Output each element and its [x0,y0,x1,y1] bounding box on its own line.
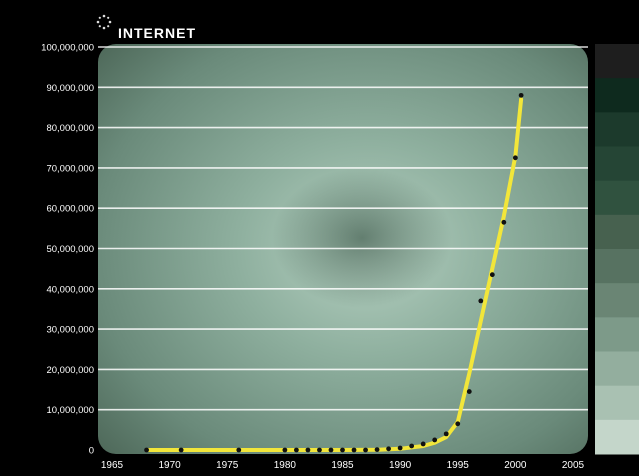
x-tick-label: 1970 [159,460,182,471]
y-tick-label: 40,000,000 [46,284,94,295]
colorbar-swatch [595,112,639,147]
y-tick-label: 10,000,000 [46,405,94,416]
y-tick-label: 90,000,000 [46,83,94,94]
colorbar-swatch [595,283,639,318]
data-point [397,445,403,451]
data-point [386,446,391,452]
y-tick-label: 20,000,000 [46,365,94,376]
y-tick-label: 30,000,000 [46,325,94,336]
colorbar-swatch [595,146,639,182]
y-tick-label: 100,000,000 [41,43,94,54]
data-point [518,92,524,98]
y-tick-label: 0 [89,446,94,457]
colorbar-swatch [595,419,639,455]
data-point [501,219,507,225]
data-point [340,447,345,453]
data-point [432,437,438,443]
data-point [144,447,149,453]
plot-texture [272,168,452,308]
x-tick-label: 2005 [562,460,585,471]
y-tick-label: 50,000,000 [46,244,94,255]
data-point [455,421,461,427]
x-tick-label: 1975 [216,460,239,471]
data-point [282,447,288,453]
sparkle-logo-icon [96,14,112,30]
data-point [178,447,184,453]
colorbar-swatch [595,180,639,216]
colorbar-swatch [595,351,639,387]
y-tick-label: 60,000,000 [46,204,94,215]
colorbar-swatch [595,249,639,284]
colorbar-swatch [595,44,639,79]
data-point [443,431,449,437]
colorbar-swatch [595,385,639,421]
y-tick-label: 80,000,000 [46,123,94,134]
data-point [512,155,518,161]
data-point [305,447,311,453]
data-point [294,447,299,453]
trend-line [144,97,524,452]
x-tick-label: 1965 [101,460,124,471]
colorbar-swatch [595,317,639,352]
data-point [466,389,472,394]
x-tick-label: 2000 [504,460,527,471]
x-tick-label: 1995 [447,460,470,471]
data-point [409,443,415,449]
data-point [351,447,357,453]
colorbar-swatch [595,214,639,250]
data-point [478,298,484,304]
y-tick-label: 70,000,000 [46,163,94,174]
colorbar-swatch [595,78,639,113]
data-point [374,447,380,452]
data-point [363,447,368,453]
data-point [328,447,334,453]
chart-title: INTERNET [118,25,196,41]
x-tick-label: 1980 [274,460,297,471]
data-point [489,272,495,278]
x-tick-label: 1985 [331,460,354,471]
data-point [420,441,426,447]
data-point [236,447,242,453]
data-point [317,447,322,453]
x-tick-label: 1990 [389,460,412,471]
